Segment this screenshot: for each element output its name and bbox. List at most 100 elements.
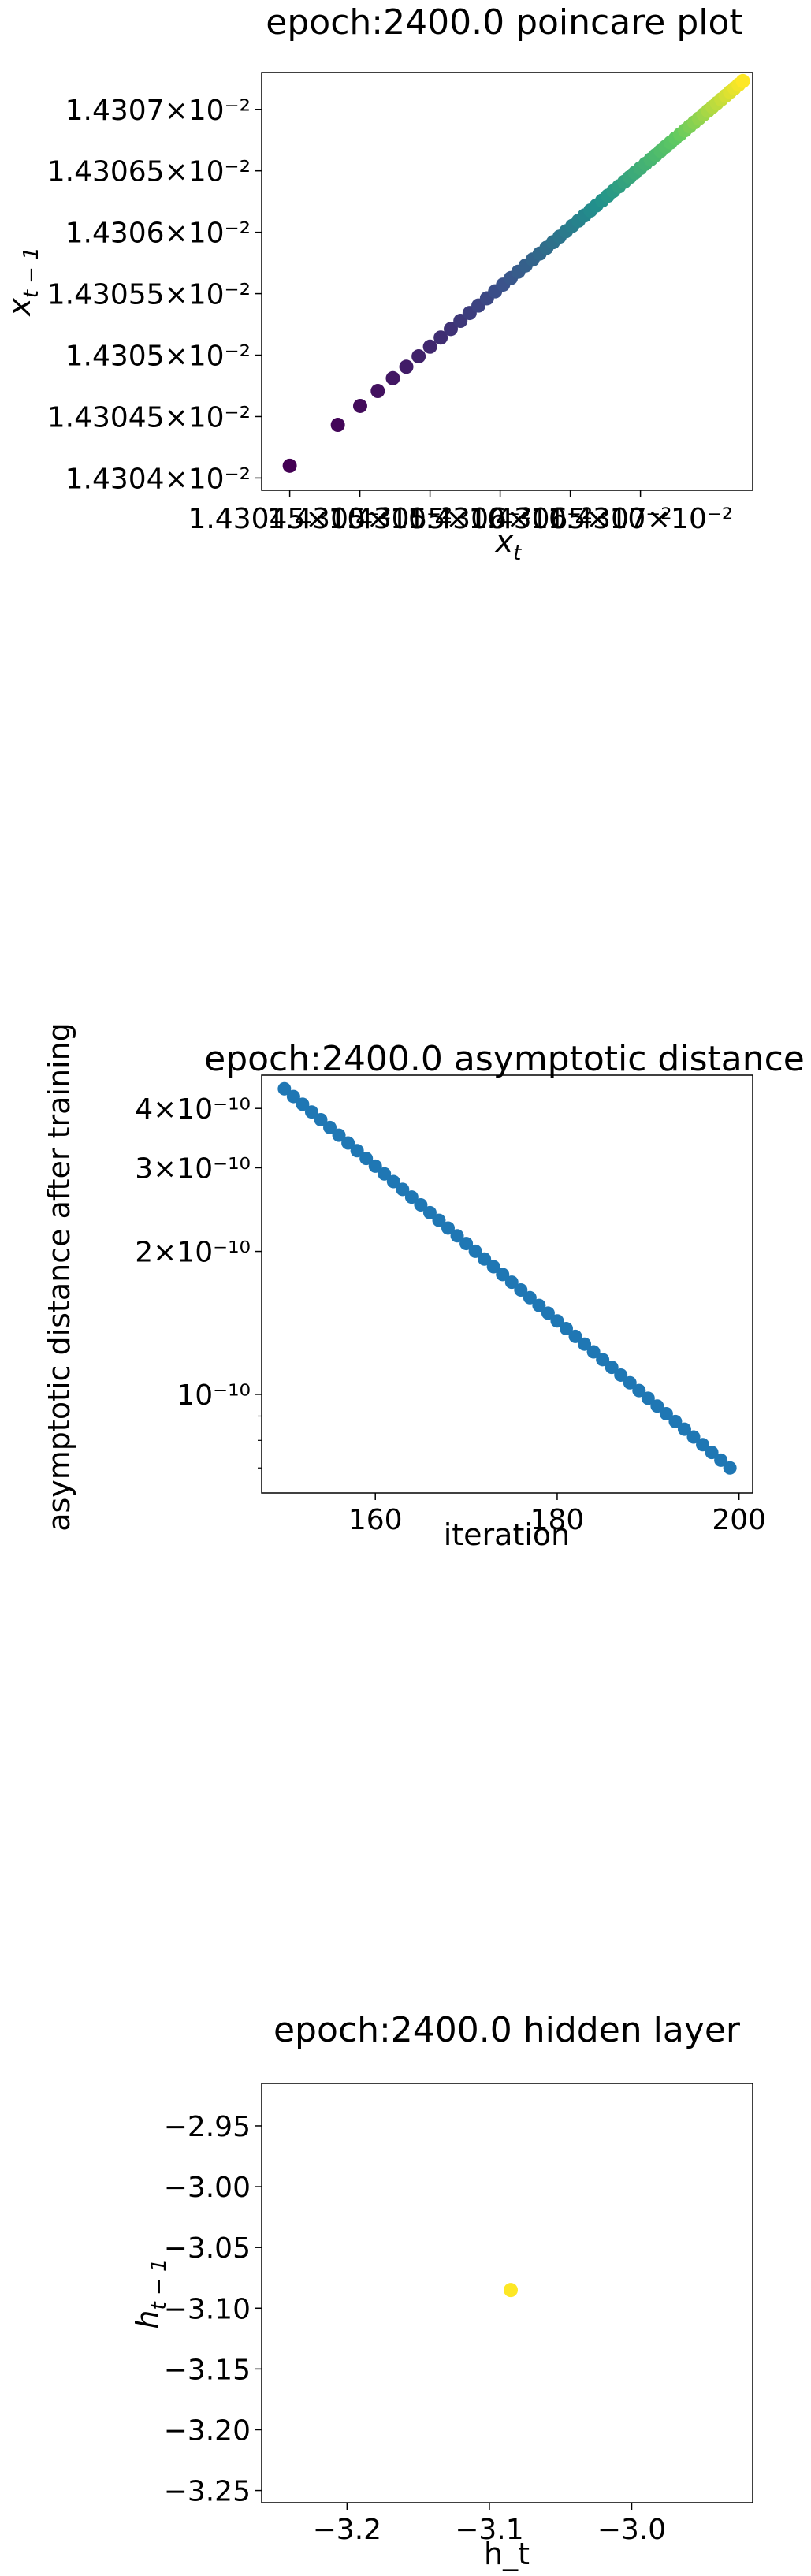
poincare-y-tick-label: 1.43055×10⁻² [47,279,251,311]
asymptotic-point [441,1221,456,1235]
asymptotic-point [686,1430,701,1444]
asymptotic-point [404,1190,419,1204]
asymptotic-point [668,1414,683,1428]
poincare-x-tick-label: 1.4305×10⁻² [267,503,452,535]
poincare-y-tick-label: 1.4304×10⁻² [65,463,251,495]
asymptotic-point [396,1182,410,1197]
poincare-x-tick-label: 1.43055×10⁻² [328,503,531,535]
poincare-point [282,458,297,473]
poincare-point [735,73,750,88]
asymptotic-y-tick-label: 10⁻¹⁰ [177,1379,251,1412]
asymptotic-point [314,1113,328,1127]
poincare-x-tick-label: 1.4306×10⁻² [407,503,593,535]
asymptotic-point [459,1237,474,1251]
asymptotic-point [677,1422,691,1436]
poincare-title: epoch:2400.0 poincare plot [266,2,742,43]
hidden-layer-y-tick-label: −2.95 [164,2111,251,2143]
asymptotic-point [478,1252,492,1266]
asymptotic-point [304,1105,318,1119]
asymptotic-point [514,1282,528,1297]
asymptotic-point [586,1345,601,1359]
poincare-plot-area [261,72,753,491]
hidden-layer-y-tick-label: −3.15 [164,2354,251,2386]
asymptotic-point [705,1446,719,1460]
poincare-x-ticks: 1.43045×10⁻²1.4305×10⁻²1.43055×10⁻²1.430… [188,490,733,535]
asymptotic-point [323,1120,337,1134]
asymptotic-point [523,1290,537,1305]
poincare-point [399,359,414,374]
poincare-y-tick-label: 1.43065×10⁻² [47,156,251,188]
asymptotic-y-tick-label: 2×10⁻¹⁰ [135,1237,251,1269]
asymptotic-point [568,1329,582,1343]
hidden-layer-y-tick-label: −3.25 [164,2476,251,2508]
asymptotic-point [714,1453,728,1467]
asymptotic-x-tick-label: 200 [712,1504,766,1536]
asymptotic-y-tick-label: 4×10⁻¹⁰ [135,1093,251,1126]
hidden-layer-x-tick-label: −3.0 [597,2514,666,2546]
asymptotic-point [414,1197,428,1212]
poincare-points [282,73,750,473]
asymptotic-point [578,1337,592,1351]
hidden-layer-x-ticks: −3.2 −3.1 −3.0 [313,2503,666,2546]
asymptotic-y-tick-label: 3×10⁻¹⁰ [135,1152,251,1185]
asymptotic-point [286,1089,300,1104]
asymptotic-point [386,1174,400,1189]
hidden-layer-x-tick-label: −3.1 [455,2514,523,2546]
asymptotic-point [605,1361,619,1375]
asymptotic-point [378,1167,392,1181]
asymptotic-point [723,1461,737,1475]
asymptotic-point [541,1306,555,1320]
poincare-y-tick-label: 1.4305×10⁻² [65,341,251,373]
poincare-y-tick-label: 1.43045×10⁻² [47,401,251,434]
asymptotic-point [532,1298,546,1312]
asymptotic-point [696,1438,710,1452]
poincare-point [433,330,448,345]
asymptotic-point [623,1375,637,1390]
poincare-point [352,398,367,413]
asymptotic-point [468,1244,482,1258]
poincare-y-label: xt − 1 [2,247,43,317]
hidden-layer-y-ticks: −2.95 −3.00 −3.05 −3.10 −3.15 −3.20 −3.25 [164,2111,262,2508]
asymptotic-x-label: iteration [444,1517,571,1552]
asymptotic-chart: epoch:2400.0 asymptotic distance 4×10⁻¹⁰… [42,1022,805,1552]
asymptotic-point [368,1159,382,1173]
asymptotic-point [632,1383,646,1398]
asymptotic-point [641,1391,655,1405]
asymptotic-point [659,1407,673,1421]
poincare-point [422,339,437,354]
asymptotic-point [277,1081,292,1096]
poincare-x-tick-label: 1.43045×10⁻² [188,503,391,535]
asymptotic-point [332,1128,346,1142]
asymptotic-point [559,1322,573,1336]
poincare-x-tick-label: 1.4307×10⁻² [548,503,733,535]
poincare-point [444,322,459,337]
poincare-point [385,370,400,385]
poincare-y-ticks: 1.4304×10⁻² 1.43045×10⁻² 1.4305×10⁻² 1.4305… [47,95,262,495]
asymptotic-point [596,1353,610,1367]
poincare-x-tick-label: 1.43065×10⁻² [468,503,671,535]
poincare-chart: epoch:2400.0 poincare plot 1.4304×10⁻²1.… [2,2,753,565]
poincare-y-tick-label: 1.4307×10⁻² [65,95,251,127]
hidden-layer-chart: epoch:2400.0 hidden layer −2.95 −3.00 −3.0… [130,2010,753,2571]
hidden-layer-y-tick-label: −3.05 [164,2232,251,2265]
asymptotic-point [550,1314,564,1328]
asymptotic-point [496,1268,510,1282]
asymptotic-point [359,1152,374,1166]
asymptotic-plot-area [261,1074,753,1494]
asymptotic-x-ticks: 160 180 200 [348,1493,766,1536]
asymptotic-point [650,1399,664,1413]
asymptotic-point [350,1144,364,1158]
asymptotic-x-tick-label: 160 [348,1504,403,1536]
hidden-layer-title: epoch:2400.0 hidden layer [273,2010,741,2050]
hidden-layer-x-tick-label: −3.2 [313,2514,381,2546]
hidden-layer-x-label: h_t [484,2537,530,2571]
poincare-y-tick-label: 1.4306×10⁻² [65,218,251,250]
hidden-layer-y-tick-label: −3.20 [164,2414,251,2447]
hidden-layer-y-tick-label: −3.00 [164,2172,251,2204]
asymptotic-point [296,1097,310,1111]
asymptotic-y-ticks: 4×10⁻¹⁰ 3×10⁻¹⁰ 2×10⁻¹⁰ 10⁻¹⁰ [135,1093,262,1469]
hidden-layer-plot-area [261,2083,753,2503]
asymptotic-x-tick-label: 180 [530,1504,585,1536]
poincare-point [370,384,385,399]
